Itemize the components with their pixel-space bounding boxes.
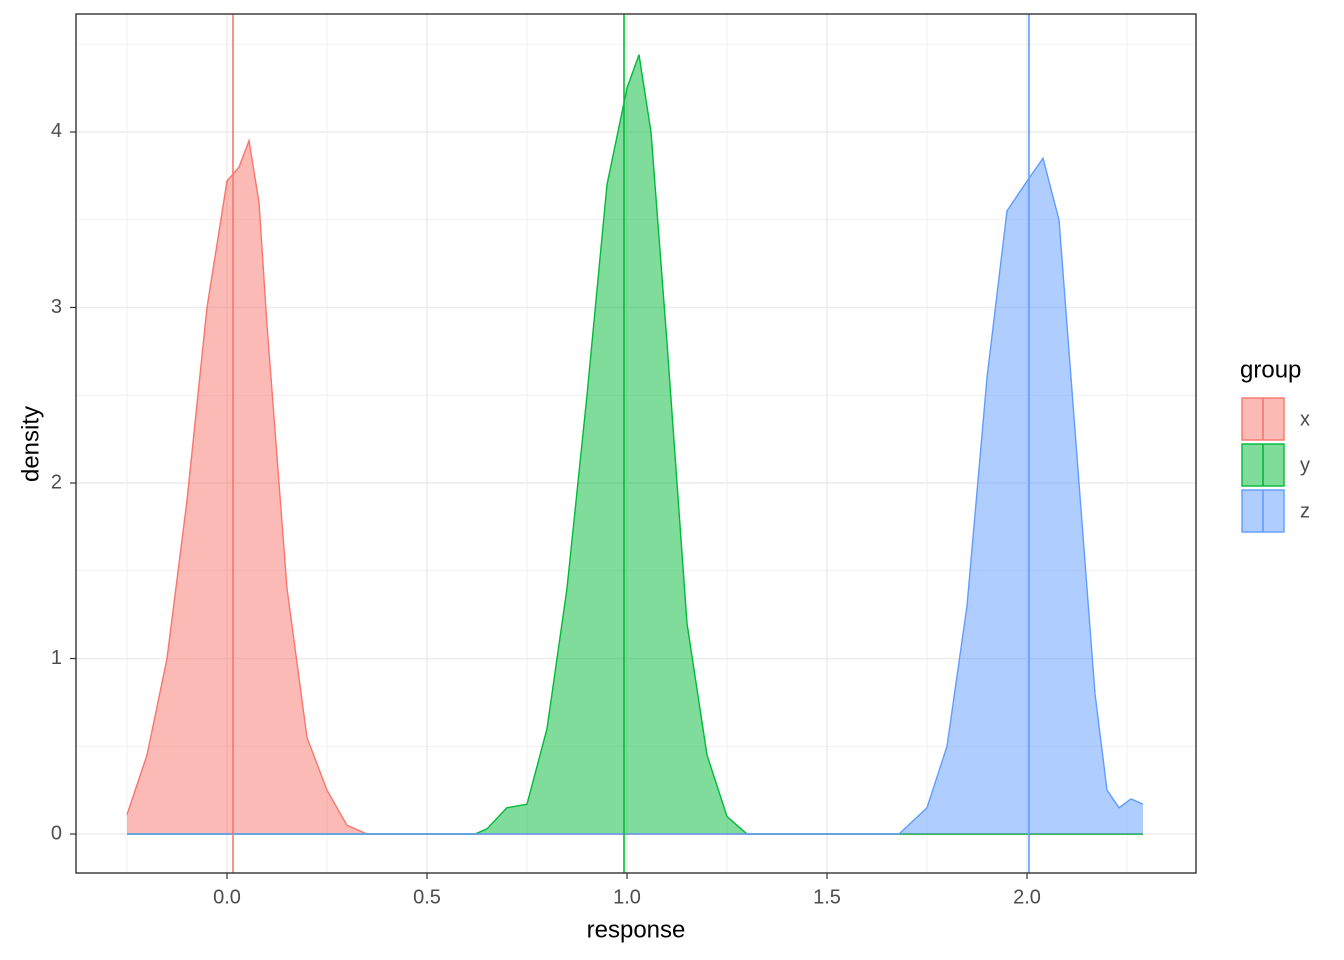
y-tick-label: 1 [51,647,62,669]
x-tick-label: 1.0 [613,886,641,908]
legend-title: group [1240,356,1301,383]
plot-area [76,14,1196,873]
y-tick-label: 4 [51,120,62,142]
y-tick-label: 0 [51,822,62,844]
density-line [127,54,1143,835]
y-tick-label: 3 [51,296,62,318]
y-tick-label: 2 [51,471,62,493]
density-line [126,138,1143,835]
y-axis-title: density [17,406,44,482]
density-fill [127,54,1143,835]
density-fill [127,158,1143,835]
x-axis-title: response [587,916,686,943]
x-tick-label: 0.5 [413,886,441,908]
legend-label: y [1300,454,1310,476]
density-fill [127,140,1143,835]
x-tick-label: 0.0 [213,886,241,908]
x-tick-label: 2.0 [1013,886,1041,908]
legend-label: x [1300,408,1310,430]
panel-border [75,13,1197,874]
legend-label: z [1300,500,1310,522]
density-line [127,156,1144,835]
x-tick-label: 1.5 [813,886,841,908]
